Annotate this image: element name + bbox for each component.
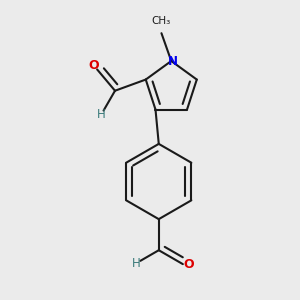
Text: H: H: [97, 108, 105, 121]
Text: H: H: [132, 257, 141, 270]
Text: O: O: [183, 258, 194, 271]
Text: CH₃: CH₃: [152, 16, 171, 26]
Text: O: O: [88, 59, 98, 72]
Text: N: N: [168, 55, 178, 68]
